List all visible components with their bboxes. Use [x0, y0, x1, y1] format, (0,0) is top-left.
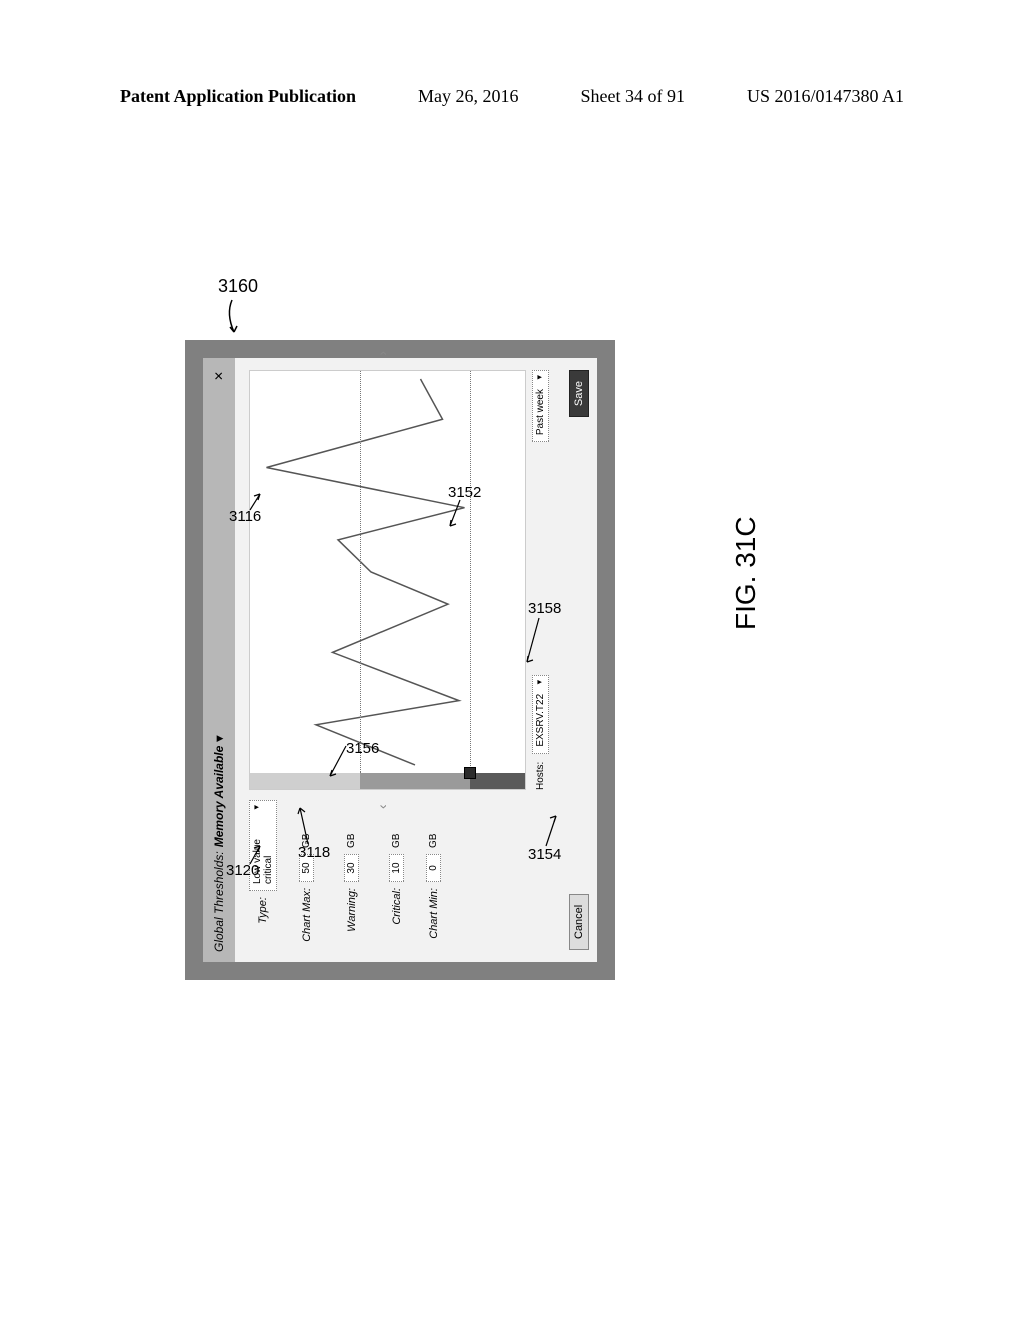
sheet-num: Sheet 34 of 91	[581, 86, 685, 107]
range-dropdown[interactable]: Past week	[532, 370, 549, 442]
ref-3160: 3160	[218, 276, 258, 297]
settings-column: Type: Low value critical Chart Max: 50 G…	[249, 800, 549, 950]
ref-3152-arrow	[448, 500, 474, 530]
patent-header: Patent Application Publication May 26, 2…	[120, 86, 904, 107]
title-metric[interactable]: Memory Available	[212, 746, 226, 848]
save-button[interactable]: Save	[569, 370, 589, 417]
critical-drag-handle[interactable]	[464, 767, 476, 779]
threshold-chart[interactable]: ‹ ›	[249, 370, 526, 790]
expand-right-icon[interactable]: ›	[374, 351, 390, 356]
warning-unit: GB	[346, 834, 357, 848]
ref-3154: 3154	[528, 846, 561, 863]
ref-3120: 3120	[226, 862, 259, 879]
ref-3160-arrow	[224, 300, 240, 336]
critical-label: Critical:	[391, 888, 403, 950]
pub-date: May 26, 2016	[418, 86, 519, 107]
warning-input[interactable]: 30	[344, 854, 359, 882]
ref-3120-arrow	[244, 844, 264, 864]
pub-type: Patent Application Publication	[120, 86, 356, 107]
ref-3156: 3156	[346, 740, 379, 757]
chevron-down-icon[interactable]: ▾	[212, 736, 226, 742]
chart-min-input[interactable]: 0	[426, 854, 441, 882]
expand-left-icon[interactable]: ‹	[374, 804, 390, 809]
close-icon[interactable]: ✕	[211, 368, 227, 384]
dialog-footer: Cancel Save	[561, 358, 597, 962]
dialog-panel: Global Thresholds: Memory Available ▾ ✕ …	[185, 340, 615, 980]
ref-3156-arrow	[328, 744, 348, 780]
critical-threshold-line[interactable]	[470, 371, 471, 773]
hosts-dropdown[interactable]: EXSRV.T22	[532, 675, 549, 754]
ref-3116-arrow	[244, 492, 264, 510]
ref-3118: 3118	[298, 844, 330, 861]
ref-3154-arrow	[540, 814, 560, 846]
critical-unit: GB	[391, 834, 402, 848]
ref-3116: 3116	[229, 508, 261, 525]
type-label: Type:	[257, 897, 269, 950]
warning-label: Warning:	[346, 888, 358, 950]
hosts-label: Hosts:	[535, 762, 546, 790]
pub-number: US 2016/0147380 A1	[747, 86, 904, 107]
metric-line	[250, 371, 525, 773]
chart-max-label: Chart Max:	[301, 888, 313, 950]
critical-input[interactable]: 10	[389, 854, 404, 882]
ref-3152: 3152	[448, 484, 481, 501]
chart-min-unit: GB	[428, 834, 439, 848]
ref-3158-arrow	[525, 618, 547, 666]
figure-label: FIG. 31C	[730, 516, 762, 630]
chart-min-label: Chart Min:	[428, 888, 440, 950]
warning-threshold-line[interactable]	[360, 371, 361, 773]
ref-3118-arrow	[296, 806, 316, 844]
cancel-button[interactable]: Cancel	[569, 894, 589, 950]
severity-gauge[interactable]	[250, 773, 525, 789]
ref-3158: 3158	[528, 600, 561, 617]
title-prefix: Global Thresholds:	[212, 851, 226, 952]
